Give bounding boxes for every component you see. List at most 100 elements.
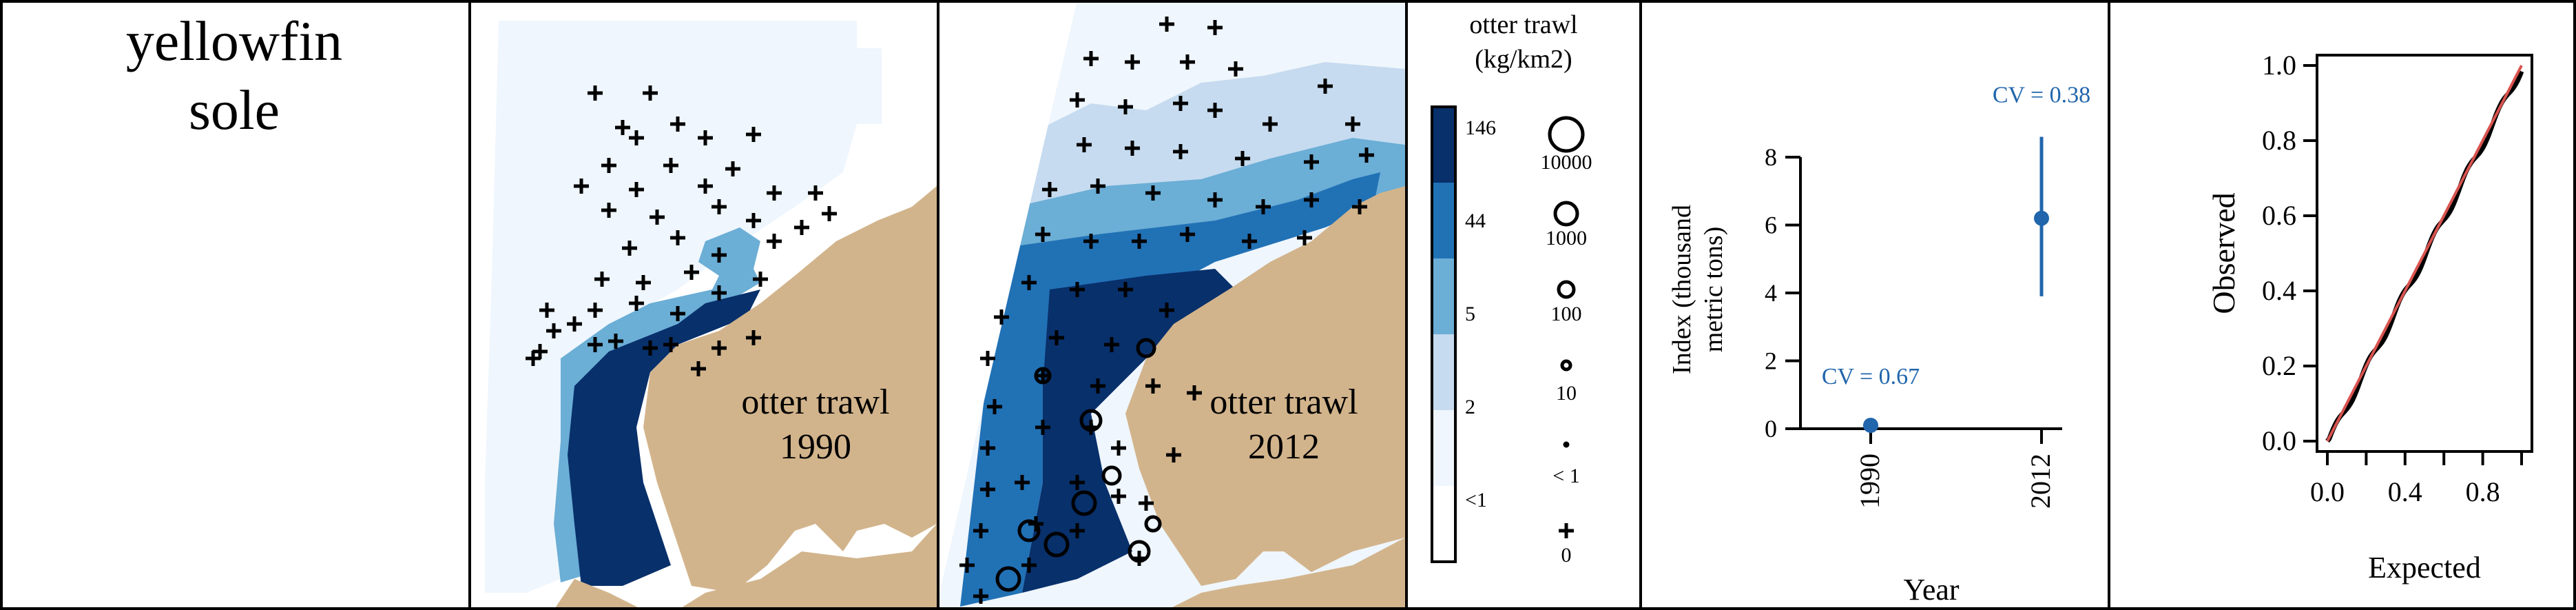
legend-color-step	[1432, 258, 1455, 334]
station-marker	[594, 272, 610, 287]
station-marker	[629, 130, 644, 145]
x-tick-label: 0.0	[2310, 476, 2345, 507]
station-marker	[1352, 199, 1367, 214]
station-marker	[1049, 330, 1064, 345]
legend-color-step	[1432, 486, 1455, 562]
station-marker	[526, 351, 541, 366]
x-tick-label: 0.8	[2466, 476, 2500, 507]
x-axis-label: Expected	[2368, 551, 2481, 584]
station-marker	[767, 185, 782, 201]
legend-break-label: 2	[1465, 396, 1475, 418]
one-to-one-line	[2326, 65, 2523, 442]
y-tick-label: 8	[1765, 143, 1777, 171]
station-marker	[1207, 192, 1223, 207]
station-marker	[1070, 92, 1085, 108]
station-marker	[615, 120, 630, 135]
station-marker	[746, 213, 761, 228]
legend-title-line1: otter trawl	[1469, 10, 1577, 39]
station-marker	[973, 523, 988, 538]
station-marker	[1083, 234, 1099, 249]
station-marker	[973, 589, 988, 604]
y-tick-label: 0.8	[2262, 125, 2296, 156]
station-marker	[1228, 61, 1243, 77]
y-tick-label: 0.2	[2262, 350, 2296, 381]
legend-zero-marker	[1559, 523, 1574, 538]
station-marker	[1207, 20, 1223, 35]
station-marker	[1145, 378, 1161, 394]
station-marker	[987, 399, 1002, 414]
station-marker	[746, 330, 761, 345]
map-1990-gear-label: otter trawl	[741, 383, 889, 422]
map-1990: otter trawl 1990	[471, 0, 937, 610]
legend-bubble	[1557, 280, 1576, 299]
station-marker	[663, 337, 678, 352]
catch-bubble	[1136, 338, 1156, 358]
legend-bubble	[1563, 441, 1570, 448]
legend-break-label: 5	[1465, 303, 1475, 325]
legend-bubble-label: 100	[1551, 303, 1582, 325]
station-marker	[1035, 227, 1050, 242]
catch-bubble	[1144, 515, 1162, 533]
station-marker	[1035, 368, 1050, 383]
station-marker	[808, 185, 823, 201]
y-axis-label: Observed	[2206, 192, 2241, 314]
station-marker	[567, 316, 582, 332]
legend-bubble	[1548, 116, 1585, 153]
station-marker	[670, 230, 685, 245]
legend-color-step	[1432, 183, 1455, 258]
legend-bubble-label: 1000	[1546, 227, 1587, 250]
station-marker	[650, 210, 665, 225]
station-marker	[1125, 54, 1140, 70]
station-marker	[698, 130, 713, 145]
legend-bubble	[1560, 359, 1572, 372]
station-marker	[1180, 54, 1195, 70]
station-marker	[670, 306, 685, 321]
station-marker	[629, 296, 644, 311]
station-marker	[794, 220, 809, 235]
station-marker	[588, 85, 603, 101]
station-marker	[601, 158, 616, 173]
legend-bubble	[1553, 201, 1579, 227]
station-marker	[753, 272, 768, 287]
station-marker	[725, 161, 740, 176]
x-tick-label: 2012	[2025, 454, 2056, 509]
station-marker	[1125, 141, 1140, 156]
map-2012-gear-label: otter trawl	[1209, 383, 1358, 422]
index-point	[1863, 418, 1878, 434]
legend-color-step	[1432, 107, 1455, 183]
station-marker	[698, 179, 713, 194]
y-axis-label-line2: metric tons)	[1699, 227, 1728, 353]
catch-bubble	[1071, 490, 1097, 516]
station-marker	[980, 351, 995, 366]
station-marker	[574, 179, 589, 194]
station-marker	[601, 203, 616, 218]
legend-bubble-label: < 1	[1552, 465, 1579, 487]
station-marker	[1042, 182, 1057, 197]
station-marker	[994, 309, 1009, 325]
station-marker	[663, 158, 678, 173]
plot-frame	[2316, 54, 2533, 453]
station-marker	[1304, 154, 1319, 170]
y-tick-label: 0.4	[2262, 275, 2296, 306]
station-marker	[1083, 51, 1099, 66]
station-marker	[1180, 227, 1195, 242]
species-name-line1: yellowfin	[125, 10, 343, 72]
station-marker	[1173, 144, 1188, 159]
catch-bubble	[1034, 367, 1052, 385]
legend-color-step	[1432, 334, 1455, 410]
station-marker	[643, 85, 658, 101]
station-marker	[767, 234, 782, 249]
station-marker	[1118, 99, 1133, 114]
station-marker	[1070, 475, 1085, 490]
station-marker	[980, 482, 995, 497]
station-marker	[1235, 151, 1250, 166]
station-marker	[1070, 282, 1085, 297]
y-tick-label: 0.6	[2262, 200, 2296, 231]
station-marker	[1132, 234, 1147, 249]
station-marker	[588, 303, 603, 318]
legend-bubble-label: 10	[1556, 382, 1577, 405]
y-tick-label: 1.0	[2262, 50, 2296, 81]
catch-bubble	[1101, 465, 1122, 486]
station-marker	[822, 206, 837, 221]
station-marker	[1359, 148, 1374, 163]
